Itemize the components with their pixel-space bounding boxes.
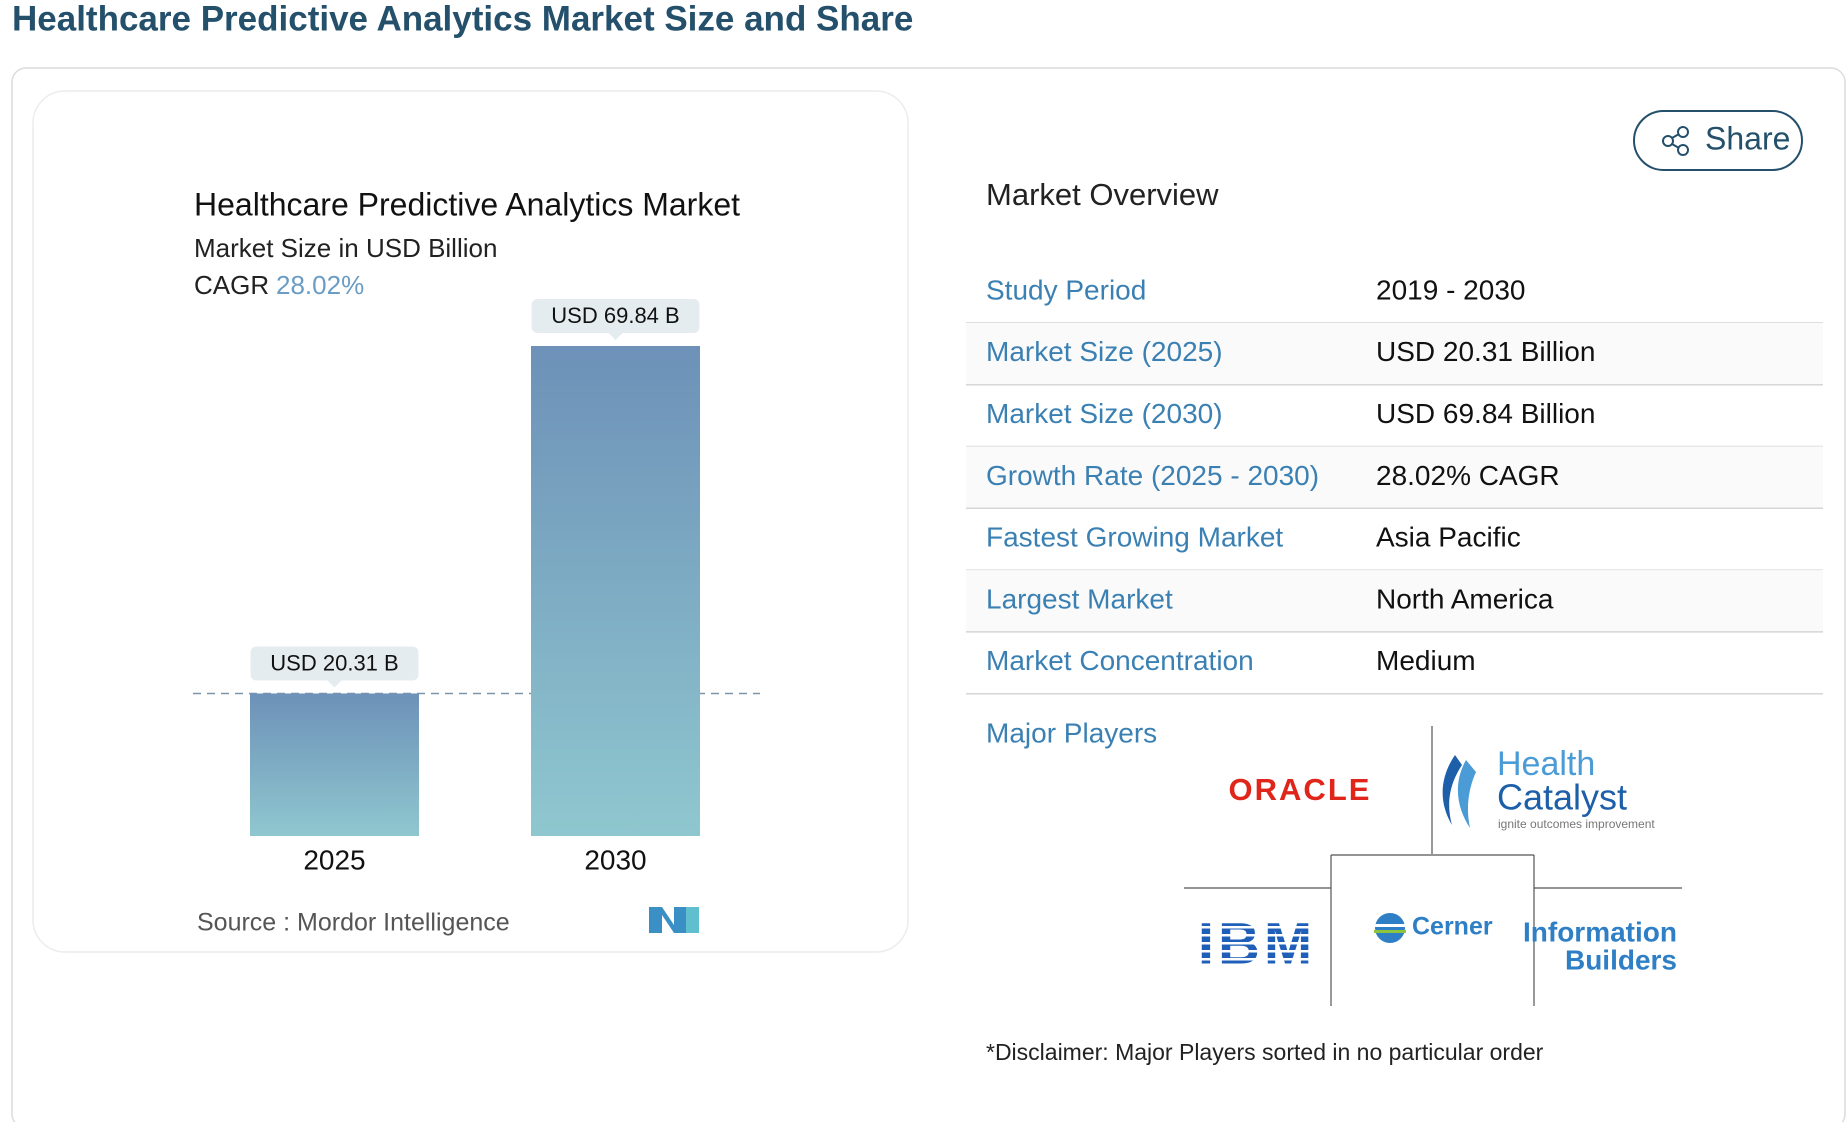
major-players: Major Players ORACLE Health Catalyst ign… (986, 717, 1682, 1065)
value-label-pill (531, 299, 700, 333)
chart-title: Healthcare Predictive Analytics Market (194, 186, 740, 222)
source-logo (649, 907, 699, 933)
cerner-icon (1374, 913, 1406, 943)
row-value: USD 69.84 Billion (1376, 398, 1595, 429)
row-value: USD 20.31 Billion (1376, 336, 1595, 367)
ibm-stripes (1185, 926, 1330, 969)
page-heading: Healthcare Predictive Analytics Market S… (12, 0, 913, 38)
share-icon (1662, 126, 1689, 156)
row-label: Growth Rate (2025 - 2030) (986, 460, 1319, 491)
row-label: Market Size (2030) (986, 398, 1223, 429)
row-value: North America (1376, 583, 1554, 614)
chart-source: Source : Mordor Intelligence (197, 909, 510, 937)
row-label: Study Period (986, 274, 1146, 305)
health-catalyst-tagline: ignite outcomes improvement (1498, 817, 1655, 831)
cerner-logo: Cerner (1412, 913, 1493, 941)
cagr-label: CAGR (194, 270, 269, 300)
health-catalyst-logo: Catalyst (1497, 777, 1627, 818)
value-label: USD 20.31 B (270, 650, 398, 675)
information-builders-logo: Builders (1565, 944, 1677, 975)
cagr-value: 28.02% (276, 270, 364, 300)
row-shade (966, 570, 1823, 632)
chart: Healthcare Predictive Analytics Market M… (193, 186, 760, 937)
row-label: Fastest Growing Market (986, 522, 1283, 553)
row-label: Market Size (2025) (986, 336, 1223, 367)
chart-subtitle: Market Size in USD Billion (194, 233, 497, 263)
row-value: 28.02% CAGR (1376, 460, 1560, 491)
row-value: Medium (1376, 645, 1476, 676)
disclaimer: *Disclaimer: Major Players sorted in no … (986, 1039, 1544, 1065)
row-shade (966, 446, 1823, 509)
row-label: Largest Market (986, 583, 1173, 614)
major-players-title: Major Players (986, 717, 1157, 748)
row-value: 2019 - 2030 (1376, 274, 1525, 305)
oracle-logo: ORACLE (1229, 772, 1372, 807)
value-label: USD 69.84 B (551, 303, 679, 328)
value-label-pointer (608, 333, 623, 340)
value-label-pointer (327, 680, 342, 688)
overview-title: Market Overview (986, 177, 1219, 212)
overview-table: Study Period 2019 - 2030 Market Size (2025… (966, 274, 1823, 695)
bar (531, 346, 700, 836)
x-tick-label: 2030 (584, 844, 646, 875)
bar (250, 693, 419, 836)
row-shade (966, 322, 1823, 385)
health-catalyst-logo: Health (1497, 745, 1595, 783)
row-label: Market Concentration (986, 645, 1254, 676)
x-tick-label: 2025 (303, 844, 365, 875)
health-catalyst-icon (1442, 755, 1476, 828)
value-label-pill (250, 646, 419, 681)
share-label[interactable]: Share (1705, 120, 1790, 156)
row-value: Asia Pacific (1376, 522, 1521, 553)
share-button[interactable]: Share (1633, 110, 1803, 171)
information-builders-logo: Information (1523, 916, 1677, 947)
share-outline[interactable] (1633, 110, 1803, 171)
